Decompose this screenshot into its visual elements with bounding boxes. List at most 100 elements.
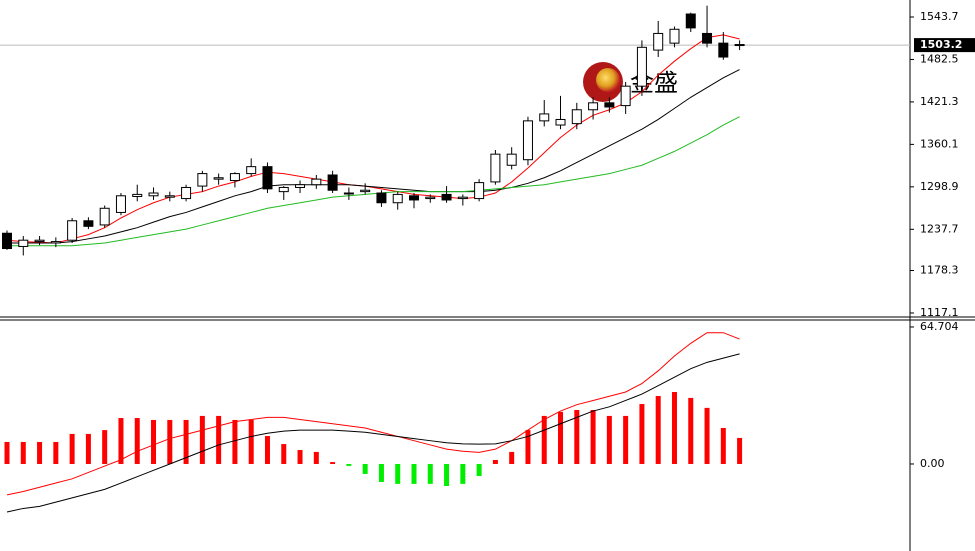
candle-body xyxy=(522,120,533,161)
histogram-bar xyxy=(330,462,336,464)
candle-body xyxy=(148,192,159,197)
histogram-bar xyxy=(118,418,124,464)
candle-body xyxy=(474,182,485,200)
candle-body xyxy=(409,195,419,201)
histogram-bar xyxy=(623,415,629,464)
candle-body xyxy=(262,166,273,190)
candle-body xyxy=(295,184,306,188)
candle-body xyxy=(604,102,615,108)
candle-body xyxy=(181,186,192,200)
indicator-line xyxy=(6,353,740,513)
candle-body xyxy=(669,28,680,44)
candle-body xyxy=(246,166,257,175)
indicator-line xyxy=(6,332,740,496)
histogram-bar xyxy=(737,437,743,464)
histogram-bar xyxy=(4,441,10,464)
histogram-bar xyxy=(216,415,222,464)
candle-body xyxy=(588,102,599,111)
candle-body xyxy=(457,196,468,200)
histogram-bar xyxy=(264,436,270,464)
y-tick-label: 1543.7 xyxy=(920,10,959,23)
histogram-bar xyxy=(688,397,694,464)
candle-body xyxy=(327,174,338,191)
histogram-bar xyxy=(444,463,450,486)
candle-body xyxy=(34,239,45,243)
candle-body xyxy=(441,193,452,201)
histogram-bar xyxy=(606,415,612,464)
y-tick-label: 1298.9 xyxy=(920,180,959,193)
histogram-bar xyxy=(574,409,580,464)
y-tick-label: 0.00 xyxy=(920,457,945,470)
histogram-bar xyxy=(232,419,238,464)
candle-body xyxy=(229,173,240,182)
candle-body xyxy=(132,193,143,197)
histogram-bar xyxy=(151,419,157,464)
histogram-bar xyxy=(313,451,319,464)
histogram-bar xyxy=(199,415,205,464)
histogram-bar xyxy=(476,463,482,477)
candle-body xyxy=(164,195,175,198)
y-tick-label: 1360.1 xyxy=(920,137,959,150)
candle-body xyxy=(311,178,322,186)
y-tick-label: 1237.7 xyxy=(920,222,959,235)
histogram-bar xyxy=(281,444,287,464)
candle-body xyxy=(702,32,713,44)
candle-body xyxy=(539,113,550,122)
candle-body xyxy=(99,207,110,226)
candle-body xyxy=(2,232,12,250)
y-tick-label: 1421.3 xyxy=(920,95,959,108)
histogram-bar xyxy=(655,396,661,464)
candle-body xyxy=(197,173,208,187)
candle-body xyxy=(115,195,126,213)
candle-body xyxy=(506,153,517,166)
histogram-bar xyxy=(167,419,173,464)
candle-body xyxy=(18,239,29,247)
watermark: 金盛 xyxy=(583,62,678,102)
histogram-bar xyxy=(37,441,43,464)
candle-body xyxy=(376,192,387,204)
histogram-bar xyxy=(525,430,531,464)
histogram-bar xyxy=(378,463,384,482)
y-tick-label: 1178.3 xyxy=(920,264,959,277)
histogram-bar xyxy=(509,451,515,464)
logo xyxy=(596,68,620,92)
histogram-bar xyxy=(134,418,140,464)
histogram-bar xyxy=(427,463,433,484)
candle-body xyxy=(718,42,729,58)
histogram-bar xyxy=(69,433,75,464)
histogram-bar xyxy=(492,459,498,464)
histogram-bar xyxy=(248,419,254,464)
histogram-bar xyxy=(20,441,26,464)
indicator-line xyxy=(7,69,740,244)
candle-body xyxy=(67,220,78,241)
histogram-bar xyxy=(704,407,710,464)
current-price-tag xyxy=(914,38,975,53)
histogram-bar xyxy=(297,450,303,464)
candle-body xyxy=(50,241,61,244)
y-tick-label: 1117.1 xyxy=(920,306,959,319)
histogram-bar xyxy=(460,463,466,484)
candle-body xyxy=(685,13,696,29)
histogram-bar xyxy=(85,433,91,464)
candle-body xyxy=(278,186,289,193)
histogram-bar xyxy=(541,415,547,464)
histogram-bar xyxy=(639,404,645,464)
candle-body xyxy=(213,177,224,180)
candle-body xyxy=(734,44,745,47)
candle-body xyxy=(490,153,501,183)
candle-body xyxy=(555,118,566,126)
indicator-line xyxy=(6,34,740,244)
candle-body xyxy=(571,109,582,125)
histogram-bar xyxy=(671,391,677,464)
histogram-bar xyxy=(346,463,352,466)
candle-body xyxy=(392,193,403,204)
y-tick-label: 64.704 xyxy=(920,320,959,333)
histogram-bar xyxy=(183,419,189,464)
histogram-bar xyxy=(362,463,368,474)
histogram-bar xyxy=(395,463,401,484)
histogram-bar xyxy=(558,411,564,464)
candle-body xyxy=(360,189,371,193)
candle-body xyxy=(425,196,436,200)
